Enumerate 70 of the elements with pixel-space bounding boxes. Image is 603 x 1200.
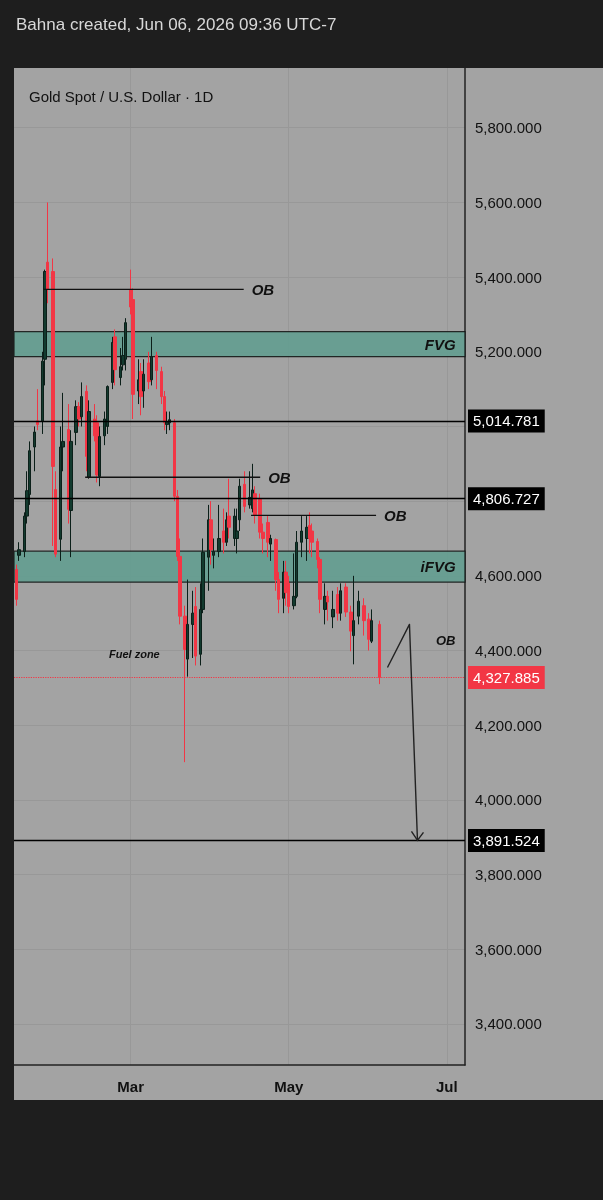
candlestick (168, 411, 171, 431)
x-tick-label: Jul (436, 1078, 458, 1095)
candlestick (74, 399, 78, 446)
x-tick-label: Mar (117, 1078, 145, 1095)
candlestick (300, 515, 303, 558)
y-tick-label: 5,600.000 (475, 193, 542, 211)
x-tick-label: May (274, 1078, 304, 1095)
ref-line-label: 4,327.885 (473, 668, 540, 686)
annotation: OB (268, 468, 291, 486)
candlestick (15, 564, 18, 607)
candlestick (17, 541, 21, 562)
candlestick (80, 381, 83, 427)
candlestick (150, 336, 153, 386)
candlestick (98, 425, 101, 487)
annotation: OB (436, 632, 456, 648)
band-label: iFVG (420, 558, 456, 576)
y-tick-label: 5,400.000 (475, 268, 542, 286)
candlestick (137, 358, 140, 405)
candlestick (282, 560, 285, 614)
y-tick-label: 4,600.000 (475, 567, 542, 585)
candlestick (191, 590, 195, 659)
candlestick (227, 478, 231, 539)
band-label: FVG (424, 335, 456, 353)
annotation: OB (251, 280, 275, 298)
candlestick (77, 401, 81, 427)
y-tick-label: 3,600.000 (475, 940, 542, 958)
ref-line-label: 4,806.727 (473, 490, 540, 508)
annotation: Fuel zone (109, 648, 160, 660)
y-tick-label: 4,200.000 (475, 716, 542, 734)
candlestick (139, 362, 143, 416)
candlestick (124, 317, 127, 371)
candlestick (251, 463, 254, 513)
candlestick (217, 504, 221, 558)
candlestick (155, 351, 158, 390)
candlestick (352, 575, 355, 665)
candlestick (308, 511, 311, 554)
candlestick (326, 590, 329, 622)
candlestick (147, 351, 151, 390)
candlestick (331, 590, 335, 629)
ref-line-label: 3,891.524 (473, 831, 540, 849)
candlestick (46, 201, 49, 304)
ref-line-label: 5,014.781 (473, 412, 540, 430)
candlestick (370, 608, 373, 644)
candlestick (194, 586, 197, 666)
candlestick (209, 500, 213, 566)
chart-subtitle: Bahna created, Jun 06, 2026 09:36 UTC-7 (16, 14, 338, 36)
candlestick (243, 470, 246, 513)
candlestick (186, 579, 189, 678)
annotation: OB (384, 506, 407, 524)
y-tick-label: 5,200.000 (475, 343, 542, 361)
y-tick-label: 4,000.000 (475, 791, 542, 809)
candlestick (33, 425, 36, 472)
candlestick (87, 399, 91, 480)
candlestick (305, 515, 309, 562)
candlestick (142, 358, 145, 409)
candlestick (357, 590, 360, 625)
y-tick-label: 3,400.000 (475, 1015, 542, 1033)
candlestick (212, 537, 215, 569)
text: Gold Spot / U.S. Dollar · 1D (29, 88, 214, 105)
candlestick (269, 534, 272, 562)
y-tick-label: 5,800.000 (475, 119, 542, 137)
candlestick (225, 511, 228, 547)
y-tick-label: 3,800.000 (475, 866, 542, 884)
candlestick (69, 429, 73, 558)
candlestick (339, 582, 342, 622)
candlestick (207, 504, 210, 592)
y-tick-label: 4,400.000 (475, 642, 542, 660)
candlestick (36, 388, 39, 431)
candlestick (113, 328, 117, 386)
candlestick (165, 411, 169, 435)
